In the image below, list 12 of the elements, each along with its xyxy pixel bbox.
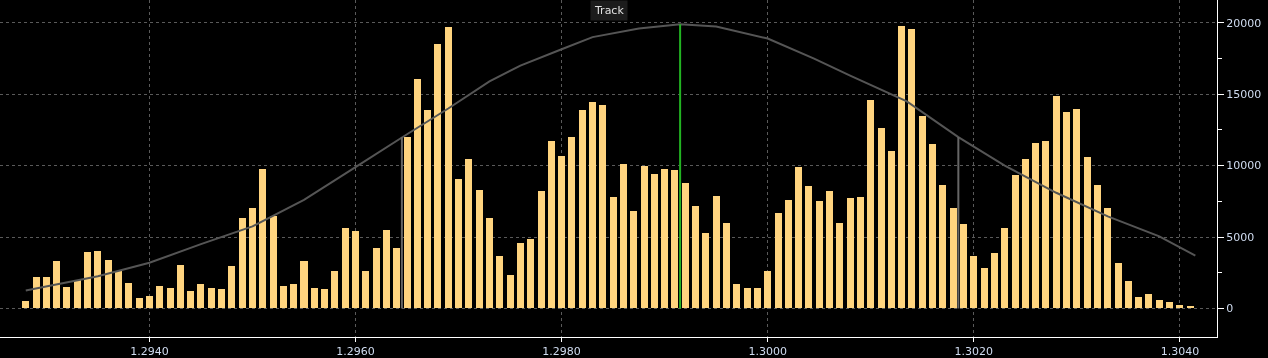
x-tick-label: 1.2940: [130, 345, 169, 358]
y-tick-label: 10000: [1226, 159, 1262, 173]
x-tick-label: 1.3040: [1160, 345, 1200, 358]
x-tick-label: 1.2960: [336, 345, 375, 358]
annotation: Track: [594, 4, 625, 17]
x-tick-label: 1.3000: [748, 345, 787, 358]
y-tick-label: 0: [1226, 302, 1234, 316]
x-tick-label: 1.2980: [542, 345, 581, 358]
y-tick-label: 20000: [1226, 16, 1262, 30]
y-tick-label: 5000: [1226, 230, 1255, 244]
x-tick-label: 1.3020: [954, 345, 994, 358]
y-tick-label: 15000: [1226, 88, 1262, 102]
